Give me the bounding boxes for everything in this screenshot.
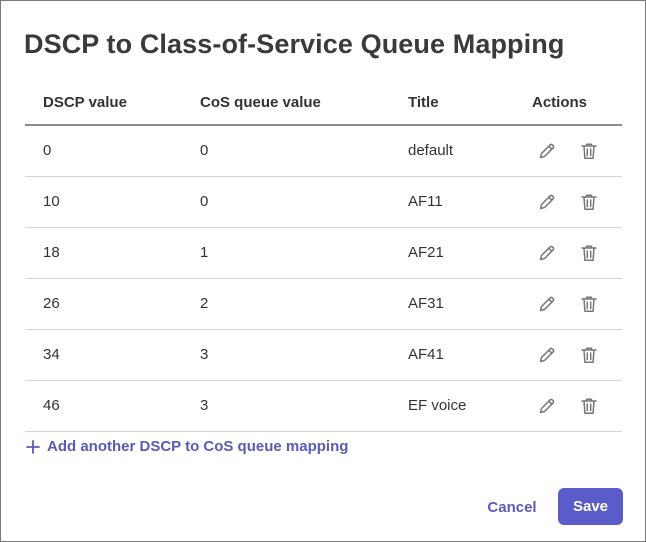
- cell-dscp-value: 0: [43, 142, 52, 159]
- cell-cos-queue-value: 1: [200, 244, 209, 261]
- cell-title: AF41: [408, 346, 444, 363]
- cell-dscp-value: 46: [43, 397, 60, 414]
- trash-icon[interactable]: [577, 190, 601, 214]
- table-row: 10 0 AF11: [25, 177, 622, 228]
- add-mapping-link[interactable]: Add another DSCP to CoS queue mapping: [26, 438, 348, 455]
- pencil-icon[interactable]: [535, 343, 559, 367]
- cell-title: EF voice: [408, 397, 467, 414]
- header-actions: Actions: [532, 94, 588, 111]
- pencil-icon[interactable]: [535, 190, 559, 214]
- cell-dscp-value: 10: [43, 193, 60, 210]
- cell-title: AF21: [408, 244, 444, 261]
- cell-title: default: [408, 142, 454, 159]
- trash-icon[interactable]: [577, 241, 601, 265]
- mapping-table: DSCP value CoS queue value Title Actions…: [25, 81, 622, 432]
- pencil-icon[interactable]: [535, 292, 559, 316]
- dialog-title: DSCP to Class-of-Service Queue Mapping: [24, 29, 565, 59]
- plus-icon: [26, 439, 40, 454]
- table-row: 0 0 default: [25, 126, 622, 177]
- header-cos-queue-value: CoS queue value: [200, 94, 321, 111]
- trash-icon[interactable]: [577, 292, 601, 316]
- save-button[interactable]: Save: [558, 488, 623, 525]
- table-body: 0 0 default 10 0 AF11 18 1 AF21 26 2 AF31 34 3 AF41 46 3…: [25, 126, 622, 432]
- cell-cos-queue-value: 0: [200, 142, 209, 159]
- cell-title: AF31: [408, 295, 444, 312]
- cell-dscp-value: 18: [43, 244, 60, 261]
- cell-title: AF11: [408, 193, 443, 210]
- cell-cos-queue-value: 2: [200, 295, 209, 312]
- cell-dscp-value: 34: [43, 346, 60, 363]
- trash-icon[interactable]: [577, 343, 601, 367]
- table-header: DSCP value CoS queue value Title Actions: [25, 81, 622, 126]
- table-row: 18 1 AF21: [25, 228, 622, 279]
- table-row: 46 3 EF voice: [25, 381, 622, 432]
- cancel-button[interactable]: Cancel: [475, 489, 549, 525]
- trash-icon[interactable]: [577, 139, 601, 163]
- header-title: Title: [408, 94, 439, 111]
- pencil-icon[interactable]: [535, 139, 559, 163]
- trash-icon[interactable]: [577, 394, 601, 418]
- cell-cos-queue-value: 0: [200, 193, 209, 210]
- header-dscp-value: DSCP value: [43, 94, 127, 111]
- table-row: 34 3 AF41: [25, 330, 622, 381]
- cell-cos-queue-value: 3: [200, 346, 209, 363]
- add-mapping-label: Add another DSCP to CoS queue mapping: [47, 438, 349, 455]
- cell-dscp-value: 26: [43, 295, 60, 312]
- pencil-icon[interactable]: [535, 241, 559, 265]
- table-row: 26 2 AF31: [25, 279, 622, 330]
- pencil-icon[interactable]: [535, 394, 559, 418]
- cell-cos-queue-value: 3: [200, 397, 209, 414]
